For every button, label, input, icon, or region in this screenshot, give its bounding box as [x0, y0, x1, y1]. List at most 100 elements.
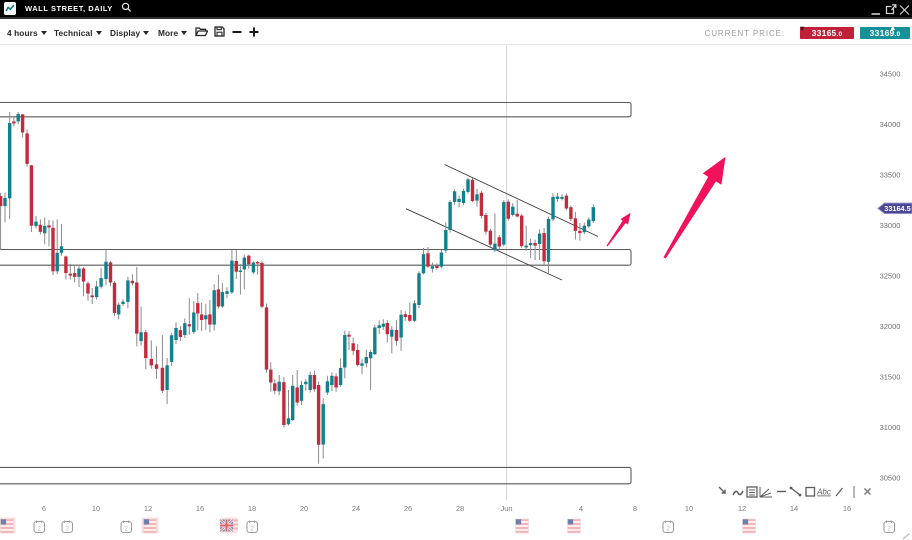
candle-down: [234, 261, 238, 272]
us-flag-event-icon[interactable]: [567, 518, 581, 534]
candle-up: [43, 225, 47, 234]
popout-button[interactable]: [885, 2, 897, 21]
zoom-out-icon[interactable]: [232, 24, 242, 42]
candle-down: [47, 225, 51, 228]
candle-up: [77, 268, 81, 277]
trend-line-1[interactable]: [444, 164, 599, 237]
us-flag-stripe: [567, 519, 581, 521]
candle-up: [55, 252, 59, 272]
close-drawing-toolbar-icon[interactable]: [863, 487, 872, 496]
us-flag-event-icon[interactable]: [742, 518, 756, 534]
search-icon[interactable]: [121, 0, 132, 18]
small-up-arrow-annotation[interactable]: [606, 212, 631, 247]
more-dropdown[interactable]: More: [158, 21, 188, 45]
display-dropdown[interactable]: Display: [110, 21, 150, 45]
us-flag-stripe: [143, 519, 157, 521]
us-flag-stripe: [515, 523, 529, 525]
candle-down: [196, 303, 200, 314]
candle-down: [542, 233, 546, 262]
us-flag-event-icon[interactable]: [515, 518, 529, 534]
technical-dropdown[interactable]: Technical: [54, 21, 102, 45]
fan-lines-tool-icon[interactable]: [759, 487, 772, 498]
calendar-event-icon[interactable]: [883, 520, 896, 534]
candle-down: [90, 295, 94, 298]
sell-price-badge[interactable]: 33165.0: [800, 27, 854, 39]
open-folder-icon[interactable]: [194, 24, 209, 42]
fib-grid-tool-icon[interactable]: [746, 486, 758, 498]
candle-down: [269, 369, 273, 383]
big-up-arrow-annotation[interactable]: [663, 156, 726, 259]
calendar-event-icon[interactable]: [120, 520, 133, 534]
text-tool-icon[interactable]: Abc: [816, 488, 831, 497]
close-button[interactable]: [899, 2, 910, 21]
chart-toolbar: 4 hours Technical Display More: [0, 21, 912, 45]
candle-down: [187, 324, 191, 327]
candle-up: [94, 286, 99, 298]
candle-down: [515, 213, 519, 217]
zoom-in-icon[interactable]: [249, 24, 259, 42]
cursor-arrow-tool-icon[interactable]: [718, 486, 726, 494]
calendar-event-icon[interactable]: [246, 520, 259, 534]
candle-up: [121, 301, 125, 304]
y-axis-label: 33000: [880, 221, 901, 230]
calendar-event-icon[interactable]: [61, 520, 74, 534]
candle-down: [154, 364, 159, 369]
candle-down: [51, 227, 55, 272]
calendar-event-icon[interactable]: [662, 520, 675, 534]
calendar-event-icon[interactable]: [33, 520, 46, 534]
candle-up: [364, 357, 368, 364]
candle-up: [582, 225, 586, 233]
candle-up: [412, 303, 417, 321]
trend-line-tool-icon[interactable]: [790, 487, 801, 496]
candle-up: [524, 245, 528, 248]
candle-up: [390, 329, 394, 337]
price-zone-rectangle-3[interactable]: [0, 466, 632, 485]
price-zone-rectangle-2[interactable]: [0, 248, 632, 266]
x-axis-label: 28: [456, 504, 464, 513]
chevron-down-icon: [40, 31, 47, 35]
candle-up: [457, 198, 461, 202]
diagonal-line-tool-icon[interactable]: [835, 487, 843, 497]
y-axis-label: 30500: [880, 474, 901, 483]
minimize-button[interactable]: [871, 2, 881, 21]
candle-down: [435, 265, 439, 269]
candle-down: [86, 283, 90, 294]
candle-up: [8, 122, 12, 199]
candle-up: [220, 292, 225, 307]
buy-price-badge[interactable]: 33169.0: [860, 27, 910, 39]
us-flag-stripe: [0, 525, 14, 527]
candle-up: [511, 206, 515, 215]
candle-down: [385, 322, 389, 335]
current-price-tag: [877, 202, 912, 215]
us-flag-stripe: [143, 527, 157, 529]
us-flag-event-icon[interactable]: [0, 518, 14, 534]
save-icon[interactable]: [214, 24, 225, 42]
candle-up: [139, 332, 143, 342]
y-axis-label: 33500: [880, 171, 901, 180]
candle-down: [506, 201, 510, 219]
x-axis-label: 20: [300, 504, 308, 513]
candle-up: [555, 196, 560, 199]
x-axis-label: Jun: [500, 504, 512, 513]
candle-up: [475, 194, 479, 201]
candle-up: [225, 291, 229, 294]
candle-up: [230, 260, 234, 293]
chart-logo-icon: [4, 2, 16, 15]
us-flag-stripe: [567, 525, 581, 527]
y-axis-label: 32500: [880, 272, 901, 281]
trend-line-2[interactable]: [405, 208, 563, 281]
timeframe-dropdown[interactable]: 4 hours: [7, 21, 47, 45]
curved-line-tool-icon[interactable]: [732, 490, 744, 496]
us-flag-stripe: [742, 519, 756, 521]
candlestick-chart-area[interactable]: 34500 34000 33500 33000 32500 32000 31500 31000…: [0, 46, 912, 540]
candle-up: [502, 201, 506, 245]
candle-up: [238, 270, 243, 273]
candle-down: [282, 382, 286, 425]
price-zone-rectangle-1[interactable]: [0, 101, 632, 118]
rectangle-tool-icon[interactable]: [805, 486, 816, 497]
candle-up: [16, 113, 20, 122]
us-flag-event-icon[interactable]: [143, 518, 157, 534]
candle-up: [34, 221, 38, 227]
uk-flag-event-icon[interactable]: [220, 519, 233, 532]
x-axis-label: 16: [196, 504, 204, 513]
